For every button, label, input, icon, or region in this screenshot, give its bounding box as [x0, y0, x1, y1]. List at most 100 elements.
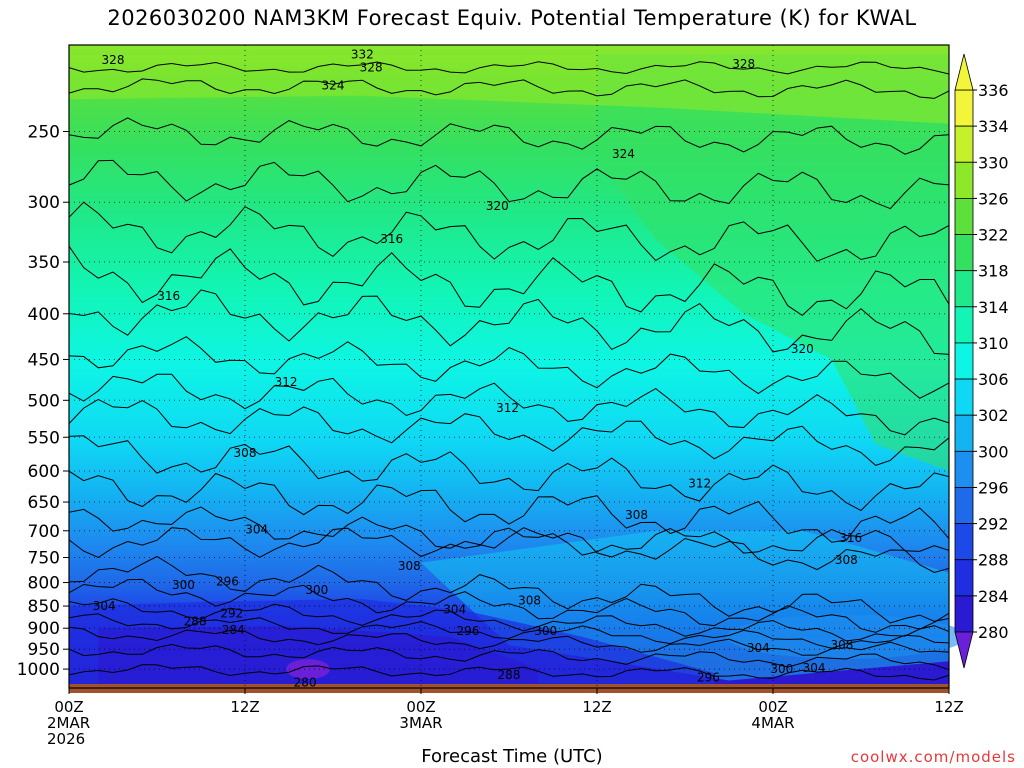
- colorbar-segment: [954, 125, 974, 163]
- contour-label: 320: [791, 342, 814, 356]
- contour-label: 300: [172, 578, 195, 592]
- contour-lines: [69, 61, 949, 681]
- colorbar-tick-label: 280: [978, 623, 1009, 642]
- colorbar-tick-label: 326: [978, 189, 1009, 208]
- contour-label: 304: [93, 599, 116, 613]
- y-tick-label: 300: [28, 193, 60, 213]
- x-tick-label: 2026: [47, 730, 85, 748]
- colorbar-tick-label: 322: [978, 226, 1009, 245]
- colorbar-extend-top: [954, 53, 974, 91]
- contour-label: 304: [747, 641, 770, 655]
- contour-line: [69, 373, 949, 436]
- contour-line: [69, 78, 949, 99]
- contour-label: 308: [234, 446, 257, 460]
- contour-line: [69, 470, 949, 543]
- contour-label: 316: [157, 289, 180, 303]
- y-tick-label: 350: [28, 253, 60, 273]
- contour-label: 288: [184, 614, 207, 628]
- contour-label: 308: [625, 508, 648, 522]
- x-tick-label: 00Z: [758, 698, 787, 716]
- y-tick-label: 650: [28, 493, 60, 513]
- plot-frame: [68, 44, 950, 689]
- y-tick-label: 750: [28, 549, 60, 569]
- x-tick-label: 00Z: [54, 698, 83, 716]
- colorbar-tick-label: 318: [978, 262, 1009, 281]
- contour-line: [69, 289, 949, 355]
- contour-line: [69, 643, 949, 671]
- contour-label: 320: [486, 199, 509, 213]
- x-tick-label: 12Z: [230, 698, 259, 716]
- colorbar-tick-label: 336: [978, 81, 1009, 100]
- y-tick-label: 500: [28, 391, 60, 411]
- colorbar-segment: [954, 161, 974, 199]
- y-tick-label: 950: [28, 640, 60, 660]
- contour-line: [69, 435, 949, 512]
- colorbar-tick-label: 310: [978, 334, 1009, 353]
- colorbar-segment: [954, 306, 974, 344]
- contour-label: 316: [839, 531, 862, 545]
- chart-title: 2026030200 NAM3KM Forecast Equiv. Potent…: [107, 6, 917, 30]
- colorbar-tick-label: 296: [978, 478, 1009, 497]
- field-region-coldest: [286, 659, 331, 680]
- colorbar-segment: [954, 487, 974, 525]
- y-tick-label: 900: [28, 619, 60, 639]
- contour-line: [69, 664, 949, 681]
- contour-line: [69, 626, 949, 656]
- colorbar-tick-label: 300: [978, 442, 1009, 461]
- x-axis-label: Forecast Time (UTC): [421, 746, 603, 767]
- colorbar-segment: [954, 197, 974, 235]
- y-tick-label: 1000: [17, 660, 60, 680]
- colorbar-tick-label: 330: [978, 153, 1009, 172]
- x-tick-label: 00Z: [406, 698, 435, 716]
- y-tick-label: 600: [28, 462, 60, 482]
- y-tick-label: 450: [28, 350, 60, 370]
- contour-label: 324: [612, 147, 635, 161]
- contour-label: 316: [380, 232, 403, 246]
- colorbar-extend-bottom: [954, 631, 974, 669]
- colorbar-segment: [954, 559, 974, 597]
- contour-label: 332: [351, 48, 374, 62]
- colorbar-segment: [954, 89, 974, 127]
- contour-label: 312: [275, 375, 298, 389]
- contour-label: 308: [518, 594, 541, 608]
- x-tick-label: 12Z: [582, 698, 611, 716]
- contour-line: [69, 578, 949, 633]
- colorbar-segment: [954, 378, 974, 416]
- contour-line: [69, 527, 949, 558]
- contour-label: 280: [294, 675, 317, 689]
- contour-label: 308: [830, 638, 853, 652]
- contour-label: 308: [398, 559, 421, 573]
- contour-label: 288: [498, 668, 521, 682]
- contour-label: 296: [456, 624, 479, 638]
- contour-label: 304: [803, 661, 826, 675]
- contour-line: [69, 598, 949, 642]
- contour-label: 324: [322, 78, 345, 92]
- credit-link[interactable]: coolwx.com/models: [850, 748, 1016, 766]
- colorbar-segment: [954, 523, 974, 561]
- y-tick-label: 400: [28, 305, 60, 325]
- y-tick-label: 800: [28, 574, 60, 594]
- colorbar: 336 334 330 326 322 318 314 310 306 302 300 296 292 2…: [954, 53, 1009, 669]
- contour-label: 304: [443, 603, 466, 617]
- contour-line: [69, 201, 949, 262]
- contour-label: 312: [688, 477, 711, 491]
- colorbar-tick-label: 334: [978, 117, 1009, 136]
- contour-label: 296: [697, 671, 720, 685]
- field-region-upper-green: [597, 54, 949, 472]
- plot-area: [69, 45, 967, 693]
- contour-label: 304: [245, 523, 268, 537]
- colorbar-tick-label: 292: [978, 515, 1009, 534]
- colorbar-tick-label: 284: [978, 587, 1009, 606]
- contour-line: [69, 336, 949, 399]
- contour-label: 296: [216, 575, 239, 589]
- colorbar-tick-label: 306: [978, 370, 1009, 389]
- y-tick-label: 850: [28, 597, 60, 617]
- y-tick-label: 550: [28, 428, 60, 448]
- contour-line: [69, 245, 949, 317]
- contour-label: 292: [220, 606, 243, 620]
- contour-label: 308: [835, 553, 858, 567]
- colorbar-segment: [954, 595, 974, 633]
- contour-line: [69, 613, 949, 649]
